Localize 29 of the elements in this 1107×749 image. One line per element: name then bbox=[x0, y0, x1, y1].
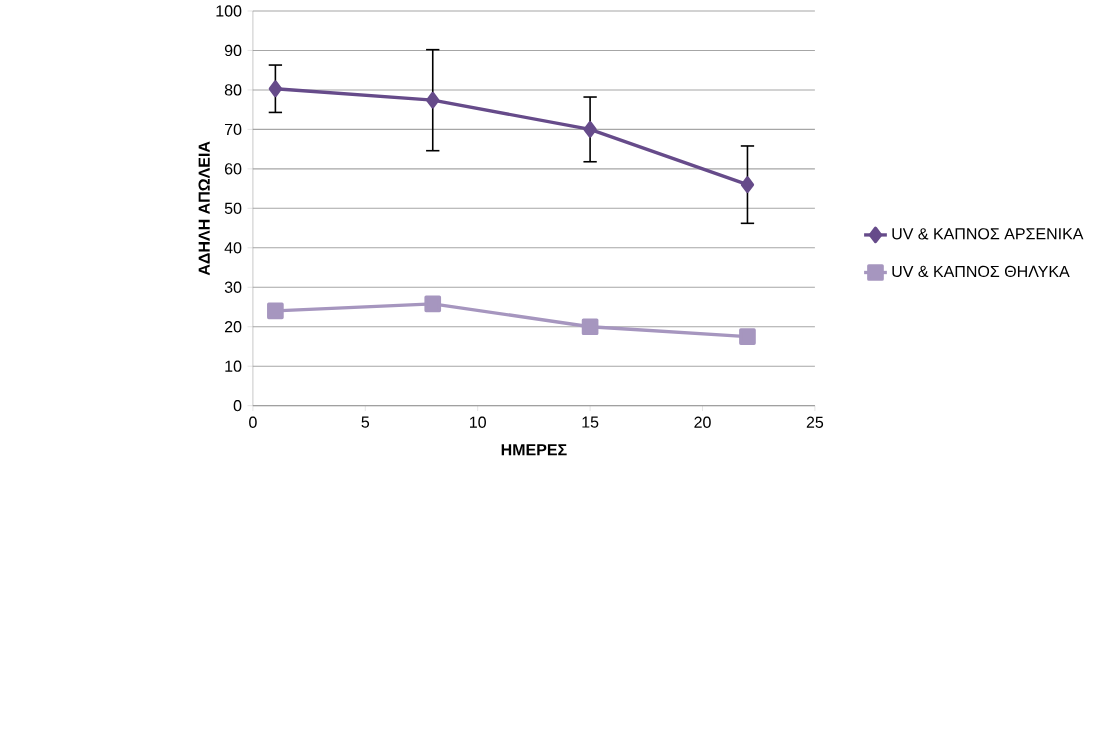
legend-label: UV & ΚΑΠΝΟΣ ΑΡΣΕΝΙΚΑ bbox=[892, 228, 1084, 240]
y-tick-label: 80 bbox=[224, 84, 242, 96]
y-tick-label: 60 bbox=[224, 163, 242, 175]
x-tick-label: 15 bbox=[582, 416, 599, 428]
x-tick-label: 10 bbox=[470, 416, 486, 428]
point bbox=[581, 318, 599, 336]
point bbox=[583, 121, 597, 138]
y-axis-title: ΑΔΗΛΗ ΑΠΩΛΕΙΑ bbox=[198, 141, 210, 276]
y-tick-label: 0 bbox=[233, 400, 242, 412]
y-tick-label: 100 bbox=[216, 5, 242, 17]
x-tick-label: 0 bbox=[249, 416, 257, 428]
point bbox=[426, 91, 440, 109]
point bbox=[268, 80, 283, 98]
y-tick-label: 10 bbox=[225, 360, 242, 372]
y-tick-label: 40 bbox=[224, 242, 242, 254]
x-axis-title: ΗΜΕΡΕΣ bbox=[501, 444, 567, 456]
x-tick-label: 5 bbox=[361, 416, 370, 428]
point bbox=[740, 176, 755, 193]
legend-label: UV & ΚΑΠΝΟΣ ΘΗΛΥΚΑ bbox=[892, 265, 1070, 278]
point bbox=[424, 295, 442, 313]
y-tick-label: 30 bbox=[224, 281, 242, 293]
y-tick-label: 20 bbox=[224, 321, 242, 333]
y-tick-label: 70 bbox=[224, 123, 242, 136]
point bbox=[267, 302, 284, 320]
point bbox=[739, 328, 756, 345]
y-tick-label: 50 bbox=[224, 202, 242, 214]
x-tick-label: 25 bbox=[806, 416, 824, 428]
x-tick-label: 20 bbox=[694, 416, 711, 428]
y-tick-label: 90 bbox=[224, 44, 242, 57]
